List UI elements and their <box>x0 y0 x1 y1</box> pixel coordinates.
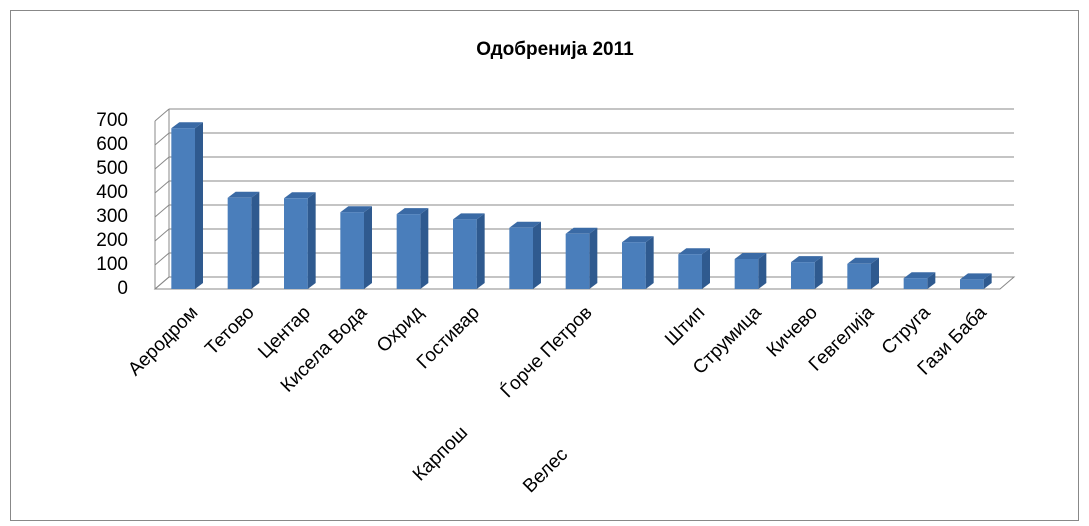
bar-top <box>903 272 936 279</box>
bar <box>340 212 364 289</box>
y-tick-label: 500 <box>96 158 128 179</box>
y-tick-label: 0 <box>117 278 128 299</box>
bar <box>396 214 421 289</box>
bar <box>509 227 533 289</box>
grid-line-side <box>154 156 170 170</box>
bar-side <box>645 236 654 289</box>
chart-title: Одобренија 2011 <box>476 39 634 60</box>
chart-border <box>10 10 1079 521</box>
bar <box>171 128 195 289</box>
bar-top <box>396 208 429 215</box>
bar-top <box>340 206 372 213</box>
bar-top <box>565 227 598 234</box>
bar-side <box>307 192 316 289</box>
bar-side <box>701 248 710 289</box>
bar-side <box>420 208 429 289</box>
bar-top <box>171 122 203 129</box>
bar <box>847 263 871 289</box>
bar <box>903 278 928 289</box>
bar <box>734 259 759 289</box>
bar <box>565 233 590 289</box>
y-tick-label: 400 <box>96 182 128 203</box>
bar-top <box>227 191 260 198</box>
bar <box>284 198 308 289</box>
bar-side <box>758 253 767 289</box>
bar <box>227 197 252 289</box>
bar-side <box>532 221 541 289</box>
bar-top <box>847 257 879 264</box>
bar <box>678 254 702 289</box>
y-tick-label: 700 <box>96 110 128 131</box>
bar-side <box>363 206 372 289</box>
bar-top <box>622 236 654 243</box>
grid-line-side <box>154 228 170 242</box>
bar-side <box>251 191 260 289</box>
y-tick-label: 200 <box>96 230 128 251</box>
bar-top <box>509 221 541 228</box>
bar-side <box>983 273 992 289</box>
bar-top <box>284 192 316 199</box>
grid-line-side <box>154 204 170 218</box>
bar <box>622 242 646 289</box>
bar-top <box>734 253 767 259</box>
y-tick-label: 600 <box>96 134 128 155</box>
bar <box>791 262 815 289</box>
bar-top <box>678 248 710 255</box>
grid-line-side <box>154 180 170 194</box>
grid-line-side <box>154 108 170 122</box>
bar-side <box>589 227 598 289</box>
grid-line-side <box>154 252 170 266</box>
bar-side <box>476 213 485 289</box>
bar-side <box>194 122 203 289</box>
y-tick-label: 100 <box>96 254 128 275</box>
grid-line-side <box>154 132 170 146</box>
y-tick-label: 300 <box>96 206 128 227</box>
bar-top <box>791 256 823 263</box>
bar-top <box>960 273 992 280</box>
bar-top <box>453 213 485 220</box>
bar-side <box>870 257 879 289</box>
bar-side <box>814 256 823 289</box>
bar-side <box>927 272 936 289</box>
grid-line-side <box>154 276 170 290</box>
bar <box>960 279 984 289</box>
bar <box>453 219 477 289</box>
